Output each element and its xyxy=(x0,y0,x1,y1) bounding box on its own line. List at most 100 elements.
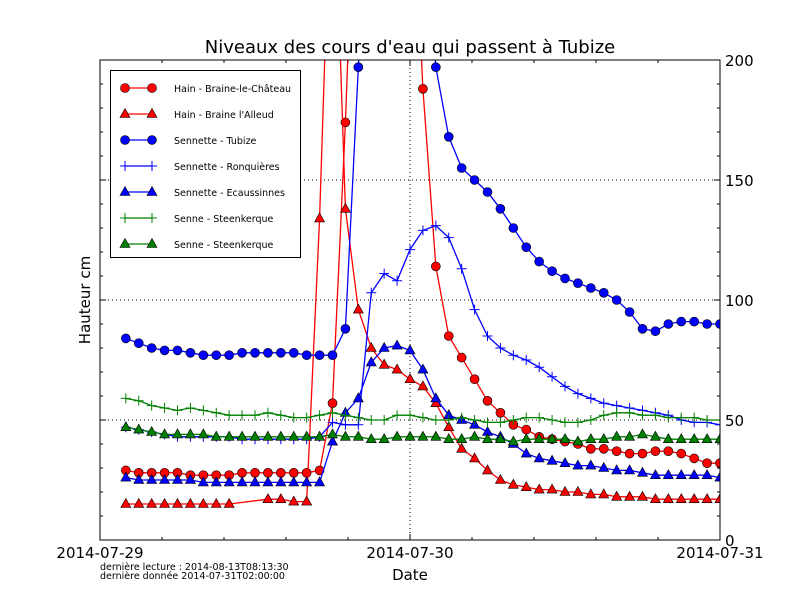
data-point xyxy=(159,497,171,508)
data-point xyxy=(379,268,390,279)
data-point xyxy=(572,388,583,399)
data-point xyxy=(533,433,545,443)
data-point xyxy=(159,473,171,484)
data-point xyxy=(688,469,700,479)
data-point xyxy=(585,415,596,425)
legend-box xyxy=(110,70,301,258)
data-point xyxy=(250,467,260,478)
data-point xyxy=(223,497,235,508)
data-point xyxy=(197,476,209,487)
data-point xyxy=(495,343,506,353)
data-point xyxy=(417,225,428,236)
data-point xyxy=(210,476,222,487)
data-point xyxy=(715,419,720,430)
data-point xyxy=(520,433,532,443)
data-point xyxy=(275,493,287,503)
data-point xyxy=(443,331,454,341)
data-point xyxy=(146,400,157,411)
legend-marker xyxy=(120,161,130,171)
data-point xyxy=(327,417,338,428)
data-point xyxy=(702,319,712,329)
data-point xyxy=(443,421,455,431)
data-point xyxy=(482,417,493,428)
data-point xyxy=(288,467,299,478)
data-point xyxy=(365,341,377,352)
data-point xyxy=(649,493,661,503)
legend-entry: Sennette - Ronquières xyxy=(120,161,280,173)
data-point xyxy=(456,263,467,274)
data-point xyxy=(171,428,184,439)
data-point xyxy=(572,417,583,428)
legend-entry: Hain - Braine l'Alleud xyxy=(119,107,274,121)
series-group xyxy=(120,60,720,508)
data-point xyxy=(662,493,674,503)
data-point xyxy=(326,428,339,439)
data-point xyxy=(340,410,351,421)
data-point xyxy=(675,433,687,443)
data-point xyxy=(405,244,415,255)
data-point xyxy=(624,464,636,475)
data-point xyxy=(481,433,494,443)
data-point xyxy=(314,350,325,361)
data-point xyxy=(598,287,609,298)
data-point xyxy=(275,476,287,487)
data-point xyxy=(301,476,313,487)
data-point xyxy=(352,392,364,403)
data-point xyxy=(714,471,720,482)
data-point xyxy=(572,435,584,446)
data-point xyxy=(586,283,596,293)
data-point xyxy=(198,350,209,361)
data-point xyxy=(624,448,635,459)
data-point xyxy=(637,410,648,421)
data-point xyxy=(508,350,519,361)
data-point xyxy=(146,497,158,508)
data-point xyxy=(598,410,609,421)
data-point xyxy=(263,347,273,358)
footer-last-data: dernière donnée 2014-07-31T02:00:00 xyxy=(100,571,285,582)
data-point xyxy=(521,412,532,423)
data-point xyxy=(662,433,674,443)
data-point xyxy=(314,212,326,223)
data-point xyxy=(146,343,157,353)
data-point xyxy=(133,423,145,434)
data-point xyxy=(507,435,519,446)
data-point xyxy=(624,407,635,418)
data-point xyxy=(276,347,286,358)
data-point xyxy=(688,433,700,443)
data-point xyxy=(146,425,158,436)
data-point xyxy=(392,275,403,286)
data-point xyxy=(340,419,351,430)
data-point xyxy=(237,467,247,478)
data-point xyxy=(624,307,635,317)
data-point xyxy=(327,398,338,409)
data-point xyxy=(146,473,158,484)
data-point xyxy=(624,490,636,501)
data-point xyxy=(417,363,429,374)
data-point xyxy=(547,371,558,382)
data-point xyxy=(301,350,312,361)
data-point xyxy=(649,430,661,441)
data-point xyxy=(288,495,300,506)
data-point xyxy=(159,403,170,413)
data-point xyxy=(663,446,674,457)
data-point xyxy=(598,461,610,472)
legend-entry: Sennette - Ecaussinnes xyxy=(119,185,285,199)
data-point xyxy=(443,232,454,243)
data-point xyxy=(366,287,377,298)
data-point xyxy=(559,485,571,496)
data-point xyxy=(418,84,428,94)
data-point xyxy=(507,478,519,489)
data-point xyxy=(365,433,377,443)
data-point xyxy=(224,410,235,421)
data-point xyxy=(314,465,325,476)
data-point xyxy=(689,412,700,423)
data-point xyxy=(197,428,209,439)
data-point xyxy=(263,467,273,478)
data-point xyxy=(443,433,455,443)
data-point xyxy=(560,273,570,284)
legend-marker xyxy=(147,161,157,171)
data-point xyxy=(482,395,493,406)
data-point xyxy=(482,331,493,341)
data-point xyxy=(211,350,222,361)
footer-last-read: dernière lecture : 2014-08-13T08:13:30 xyxy=(100,562,289,573)
